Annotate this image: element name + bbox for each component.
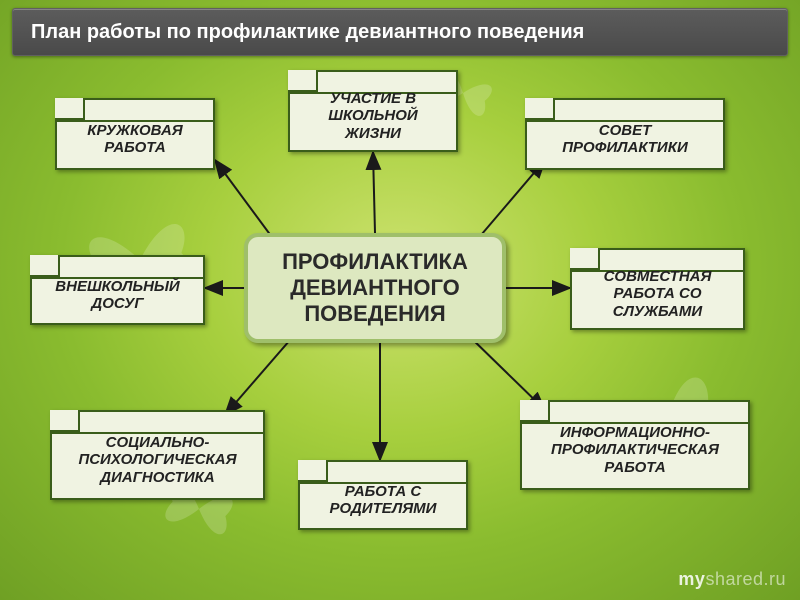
node-leisure: ВНЕШКОЛЬНЫЙ ДОСУГ xyxy=(30,255,205,325)
node-label: РАБОТА С РОДИТЕЛЯМИ xyxy=(330,473,437,518)
node-label: СОВЕТ ПРОФИЛАКТИКИ xyxy=(562,112,687,157)
node-label: ИНФОРМАЦИОННО- ПРОФИЛАКТИЧЕСКАЯ РАБОТА xyxy=(551,414,719,476)
node-inform: ИНФОРМАЦИОННО- ПРОФИЛАКТИЧЕСКАЯ РАБОТА xyxy=(520,400,750,490)
node-school: УЧАСТИЕ В ШКОЛЬНОЙ ЖИЗНИ xyxy=(288,70,458,152)
node-label: СОВМЕСТНАЯ РАБОТА СО СЛУЖБАМИ xyxy=(604,258,712,320)
node-label: КРУЖКОВАЯ РАБОТА xyxy=(87,112,182,157)
slide-title-bar: План работы по профилактике девиантного … xyxy=(12,8,788,56)
slide-stage: План работы по профилактике девиантного … xyxy=(0,0,800,600)
node-services: СОВМЕСТНАЯ РАБОТА СО СЛУЖБАМИ xyxy=(570,248,745,330)
concept-center-label: ПРОФИЛАКТИКА ДЕВИАНТНОГО ПОВЕДЕНИЯ xyxy=(282,249,468,327)
node-circles: КРУЖКОВАЯ РАБОТА xyxy=(55,98,215,170)
slide-title: План работы по профилактике девиантного … xyxy=(31,21,584,44)
node-label: УЧАСТИЕ В ШКОЛЬНОЙ ЖИЗНИ xyxy=(328,80,417,142)
node-council: СОВЕТ ПРОФИЛАКТИКИ xyxy=(525,98,725,170)
watermark-part1: my xyxy=(678,569,705,589)
node-parents: РАБОТА С РОДИТЕЛЯМИ xyxy=(298,460,468,530)
node-diagnostic: СОЦИАЛЬНО- ПСИХОЛОГИЧЕСКАЯ ДИАГНОСТИКА xyxy=(50,410,265,500)
watermark-part2: shared xyxy=(705,569,763,589)
watermark-part3: .ru xyxy=(763,569,786,589)
node-label: СОЦИАЛЬНО- ПСИХОЛОГИЧЕСКАЯ ДИАГНОСТИКА xyxy=(78,424,236,486)
watermark: myshared.ru xyxy=(678,569,786,590)
concept-center: ПРОФИЛАКТИКА ДЕВИАНТНОГО ПОВЕДЕНИЯ xyxy=(244,233,506,343)
node-label: ВНЕШКОЛЬНЫЙ ДОСУГ xyxy=(55,268,179,313)
